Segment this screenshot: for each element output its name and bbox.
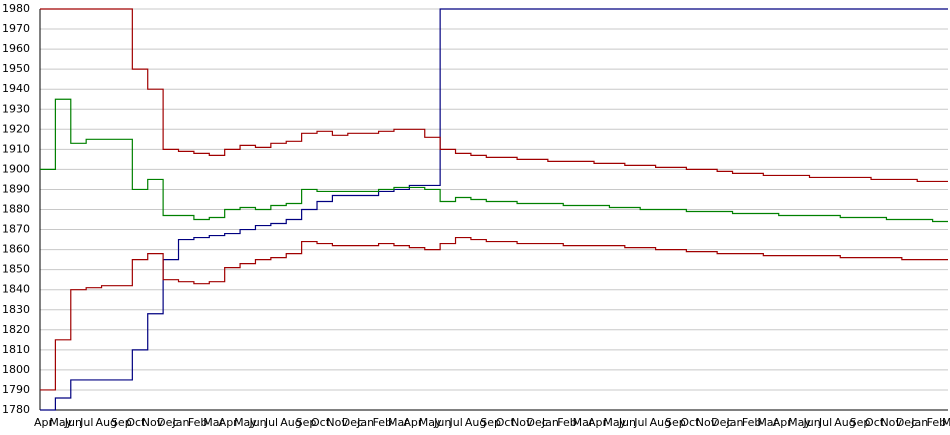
x-tick-label: May <box>419 416 442 429</box>
x-tick-label: Sep <box>111 416 132 429</box>
y-tick-label: 1800 <box>2 363 30 376</box>
y-tick-label: 1920 <box>2 122 30 135</box>
x-tick-label: Apr <box>773 416 793 429</box>
y-tick-label: 1900 <box>2 162 30 175</box>
y-tick-label: 1790 <box>2 383 30 396</box>
x-tick-label: Jul <box>79 416 93 429</box>
x-tick-label: Aug <box>465 416 486 429</box>
x-tick-label: Sep <box>296 416 317 429</box>
x-tick-label: Nov <box>880 416 902 429</box>
y-tick-label: 1930 <box>2 102 30 115</box>
x-tick-label: Nov <box>142 416 164 429</box>
y-tick-label: 1860 <box>2 243 30 256</box>
x-tick-label: May <box>788 416 811 429</box>
x-tick-label: Feb <box>373 416 392 429</box>
y-tick-label: 1870 <box>2 223 30 236</box>
x-tick-label: Sep <box>665 416 686 429</box>
x-tick-label: Mar <box>573 416 594 429</box>
x-tick-label: Jan <box>172 416 190 429</box>
x-tick-label: Feb <box>742 416 761 429</box>
x-tick-label: Aug <box>650 416 671 429</box>
x-tick-label: Mar <box>388 416 409 429</box>
x-tick-label: Jan <box>356 416 374 429</box>
y-tick-label: 1850 <box>2 263 30 276</box>
x-tick-label: Sep <box>850 416 871 429</box>
x-tick-label: Jun <box>248 416 266 429</box>
x-tick-label: Aug <box>834 416 855 429</box>
series-line <box>40 98 948 223</box>
x-tick-label: Dec <box>711 416 732 429</box>
x-tick-label: Jul <box>633 416 647 429</box>
x-tick-label: Apr <box>403 416 423 429</box>
x-tick-label: Nov <box>326 416 348 429</box>
y-tick-label: 1820 <box>2 323 30 336</box>
x-tick-label: Oct <box>126 416 146 429</box>
x-tick-label: Jan <box>910 416 928 429</box>
series-line <box>40 8 948 183</box>
series-line <box>40 236 948 391</box>
x-tick-label: Apr <box>588 416 608 429</box>
x-tick-label: Sep <box>480 416 501 429</box>
x-tick-label: Aug <box>96 416 117 429</box>
x-tick-label: Oct <box>680 416 700 429</box>
y-tick-label: 1940 <box>2 82 30 95</box>
y-tick-label: 1910 <box>2 142 30 155</box>
x-tick-label: Oct <box>496 416 516 429</box>
x-tick-label: Jun <box>802 416 820 429</box>
x-tick-label: Mar <box>203 416 224 429</box>
y-tick-label: 1890 <box>2 182 30 195</box>
x-tick-label: Apr <box>219 416 239 429</box>
y-tick-label: 1810 <box>2 343 30 356</box>
y-tick-label: 1980 <box>2 2 30 15</box>
x-tick-label: Jul <box>449 416 463 429</box>
y-tick-label: 1830 <box>2 303 30 316</box>
x-tick-label: Oct <box>311 416 331 429</box>
x-tick-label: Dec <box>342 416 363 429</box>
y-tick-label: 1880 <box>2 203 30 216</box>
y-tick-label: 1840 <box>2 283 30 296</box>
x-tick-label: Jan <box>726 416 744 429</box>
x-tick-label: Nov <box>511 416 533 429</box>
x-tick-label: Nov <box>696 416 718 429</box>
x-tick-label: Oct <box>865 416 885 429</box>
x-tick-label: Dec <box>526 416 547 429</box>
x-tick-label: Apr <box>34 416 54 429</box>
x-tick-label: May <box>603 416 626 429</box>
x-tick-label: Mar <box>757 416 778 429</box>
x-tick-label: Jun <box>433 416 451 429</box>
x-tick-label: Jul <box>818 416 832 429</box>
x-tick-label: Jun <box>618 416 636 429</box>
x-tick-label: Dec <box>157 416 178 429</box>
x-tick-label: Jan <box>541 416 559 429</box>
x-tick-label: Mar <box>942 416 950 429</box>
x-tick-label: Feb <box>927 416 946 429</box>
x-tick-label: Dec <box>896 416 917 429</box>
y-tick-label: 1970 <box>2 22 30 35</box>
x-tick-label: May <box>234 416 257 429</box>
series-line <box>40 8 948 411</box>
x-tick-label: Feb <box>188 416 207 429</box>
y-tick-label: 1960 <box>2 42 30 55</box>
x-tick-label: Feb <box>557 416 576 429</box>
y-tick-label: 1950 <box>2 62 30 75</box>
x-tick-label: Aug <box>280 416 301 429</box>
x-tick-label: Jul <box>264 416 278 429</box>
y-tick-label: 1780 <box>2 403 30 416</box>
x-tick-label: Jun <box>64 416 82 429</box>
x-tick-label: May <box>49 416 72 429</box>
